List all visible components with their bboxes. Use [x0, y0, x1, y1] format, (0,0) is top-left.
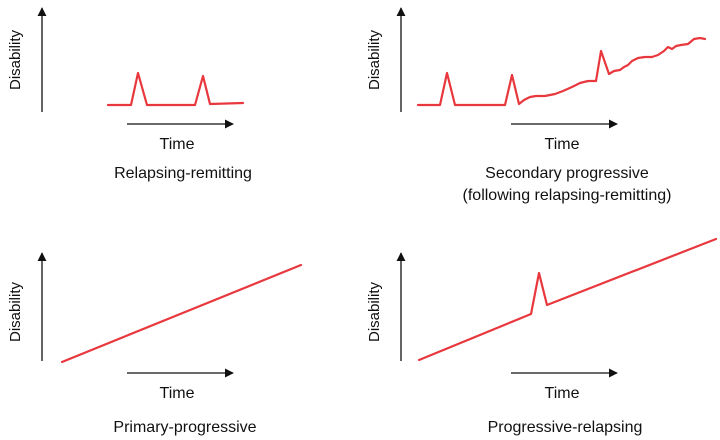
disability-curve — [417, 237, 718, 362]
x-axis-label: Time — [160, 136, 195, 153]
y-axis-label: Disability — [7, 281, 24, 342]
panel-relapsing-remitting: Disability Time Relapsing-remitting — [7, 7, 252, 182]
caption-line-1: Relapsing-remitting — [114, 165, 252, 182]
caption-line-1: Secondary progressive — [485, 165, 649, 182]
panel-secondary-progressive: Disability Time Secondary progressive (f… — [366, 7, 707, 204]
disability-curve — [416, 36, 707, 107]
disability-curve — [60, 263, 303, 364]
x-axis-label: Time — [545, 136, 580, 153]
y-axis-label: Disability — [7, 29, 24, 90]
caption-line-1: Progressive-relapsing — [488, 419, 643, 436]
disability-curve — [106, 71, 245, 107]
y-axis-label: Disability — [366, 281, 383, 342]
y-axis-label: Disability — [366, 29, 383, 90]
caption-line-1: Primary-progressive — [113, 419, 256, 436]
panel-primary-progressive: Disability Time Primary-progressive — [7, 252, 303, 436]
x-axis-label: Time — [160, 385, 195, 402]
caption-line-2: (following relapsing-remitting) — [463, 187, 672, 204]
panel-progressive-relapsing: Disability Time Progressive-relapsing — [366, 237, 718, 436]
x-axis-label: Time — [545, 385, 580, 402]
